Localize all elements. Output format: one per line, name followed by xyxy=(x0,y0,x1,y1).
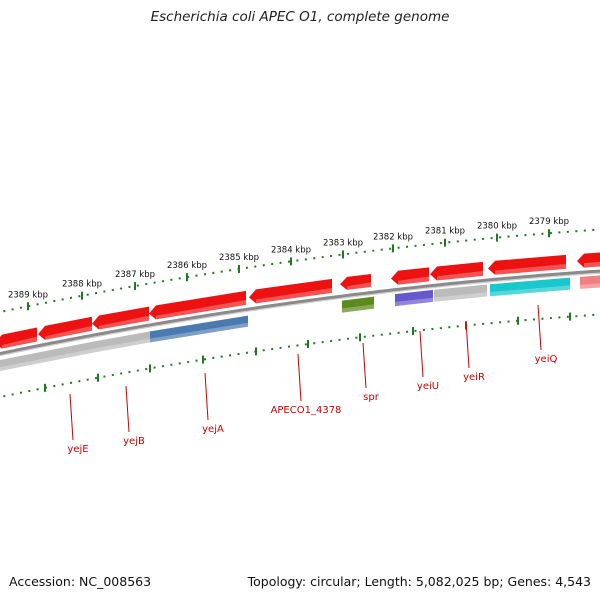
gene-shine xyxy=(156,300,246,321)
gene-body xyxy=(342,296,374,313)
gene-shine xyxy=(0,348,95,372)
gene-leader-line xyxy=(362,342,367,389)
gene-shine xyxy=(256,288,332,305)
kbp-tick-label: 2387 kbp xyxy=(115,270,155,280)
gene-feature xyxy=(0,341,95,372)
gene-feature xyxy=(488,254,566,276)
gene-body xyxy=(0,327,37,349)
accession-text: Accession: NC_008563 xyxy=(9,574,152,589)
gene-body xyxy=(391,267,429,285)
kbp-tick-label: 2384 kbp xyxy=(271,245,311,255)
gene-leader-line xyxy=(297,353,302,402)
gene-label: yeiU xyxy=(417,381,439,392)
kbp-tick-label: 2381 kbp xyxy=(425,227,465,237)
gene-shine xyxy=(490,285,570,297)
gene-leader-line xyxy=(204,372,209,421)
gene-shine xyxy=(2,336,37,350)
map-title: Escherichia coli APEC O1, complete genom… xyxy=(150,9,450,25)
gene-body xyxy=(580,275,600,289)
kbp-tick-label: 2380 kbp xyxy=(477,222,517,232)
gene-shine xyxy=(45,325,92,342)
gene-shine xyxy=(95,338,150,353)
gene-label: spr xyxy=(363,392,380,403)
gene-shine xyxy=(434,292,487,302)
kbp-tick-label: 2389 kbp xyxy=(8,290,48,300)
gene-body xyxy=(38,316,92,340)
gene-body xyxy=(149,290,246,320)
gene-feature xyxy=(434,284,487,302)
kbp-tick-label: 2382 kbp xyxy=(373,232,413,242)
backbone-line xyxy=(0,269,600,357)
gene-feature xyxy=(342,296,374,313)
gene-leader-line xyxy=(419,330,424,378)
gene-body xyxy=(395,289,433,307)
gene-feature xyxy=(395,289,433,307)
gene-shine xyxy=(347,282,371,291)
gene-feature xyxy=(95,331,150,353)
gene-label: yeiQ xyxy=(535,354,558,365)
gene-feature xyxy=(430,261,483,282)
gene-body xyxy=(249,278,332,304)
gene-feature xyxy=(490,277,570,297)
gene-label: yejA xyxy=(202,424,224,435)
gene-label: yeiR xyxy=(463,372,485,383)
kbp-tick-label: 2386 kbp xyxy=(167,261,207,271)
gene-body xyxy=(490,277,570,297)
gene-shine xyxy=(99,315,149,331)
gene-leader-line xyxy=(537,304,542,351)
gene-leader-line xyxy=(125,385,130,433)
gene-feature xyxy=(391,267,429,286)
gene-shine xyxy=(584,261,600,269)
kbp-tick-label: 2383 kbp xyxy=(323,238,363,248)
lower-ruler-track xyxy=(0,313,600,399)
gene-label: yejE xyxy=(67,444,88,455)
gene-body xyxy=(95,331,150,353)
gene-body xyxy=(577,252,600,268)
gene-feature xyxy=(0,327,37,350)
gene-body xyxy=(340,274,371,290)
kbp-tick-label: 2379 kbp xyxy=(529,217,569,227)
gene-body xyxy=(430,261,483,281)
gene-body xyxy=(488,254,566,275)
kbp-tick-label: 2385 kbp xyxy=(219,253,259,263)
gene-shine xyxy=(495,264,566,276)
gene-shine xyxy=(437,271,483,282)
backbone-highlight xyxy=(0,272,600,357)
gene-body xyxy=(0,341,95,372)
gene-feature xyxy=(577,252,600,269)
gene-body xyxy=(92,306,149,330)
kbp-ruler-track xyxy=(0,228,600,314)
gene-feature xyxy=(340,274,371,291)
gene-feature xyxy=(149,290,246,321)
gene-feature xyxy=(580,275,600,289)
gene-leader-line xyxy=(465,320,470,369)
gene-body xyxy=(434,284,487,302)
gene-label: APECO1_4378 xyxy=(271,405,342,416)
gene-feature xyxy=(92,306,149,331)
gene-body xyxy=(150,315,248,343)
gene-feature xyxy=(249,278,332,305)
gene-label: yejB xyxy=(123,436,145,447)
gene-shine xyxy=(342,304,374,313)
gene-feature xyxy=(150,315,248,343)
gene-shine xyxy=(150,322,248,343)
genome-stats-text: Topology: circular; Length: 5,082,025 bp… xyxy=(247,574,591,589)
gene-leader-line xyxy=(69,393,74,441)
gene-shine xyxy=(398,276,429,286)
gene-feature xyxy=(38,316,92,342)
gene-shine xyxy=(395,297,433,307)
kbp-tick-label: 2388 kbp xyxy=(62,280,102,290)
gene-shine xyxy=(580,283,600,289)
